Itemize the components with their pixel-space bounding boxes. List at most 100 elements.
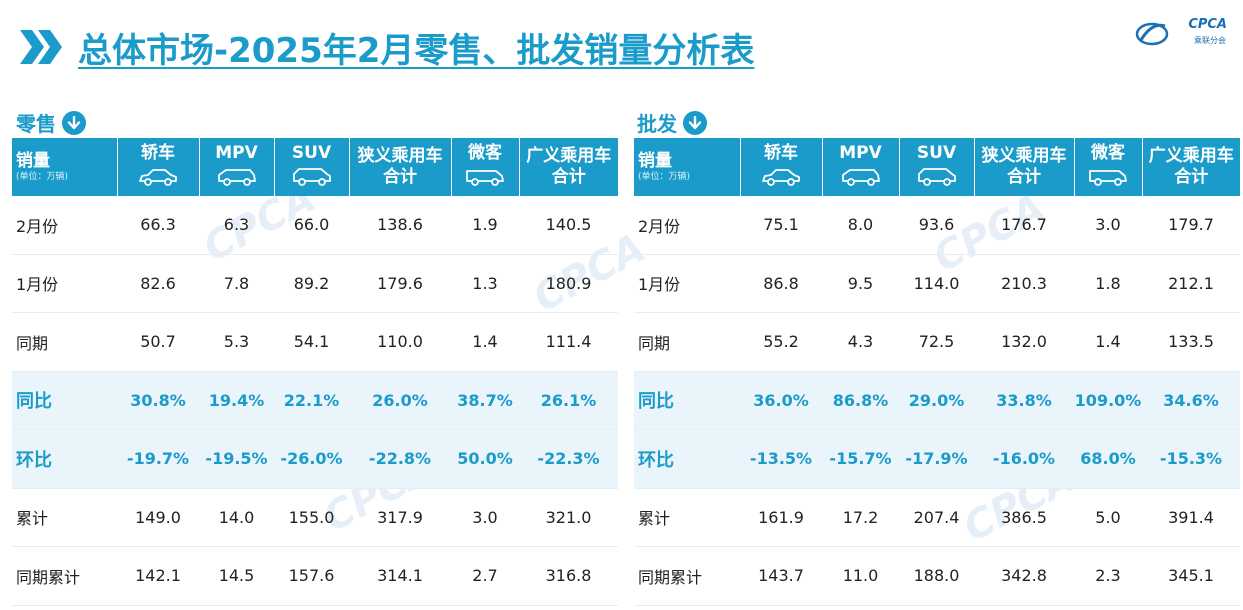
table-cell: 72.5 [899, 312, 974, 372]
header-label: 轿车 [141, 142, 175, 163]
table-cell: 50.7 [117, 312, 199, 372]
table-cell: 180.9 [519, 254, 618, 313]
header-label: 狭义乘用车 合计 [357, 146, 443, 187]
table-row: 2月份 66.3 6.3 66.0 138.6 1.9 140.5 [12, 196, 618, 255]
row-label: 累计 [12, 488, 117, 547]
row-label: 同比 [634, 371, 740, 430]
table-cell: 1.4 [451, 312, 519, 372]
table-cell: -19.5% [199, 429, 274, 489]
row-label: 2月份 [12, 196, 117, 255]
table-cell: 212.1 [1142, 254, 1240, 313]
table-cell: 5.0 [1074, 488, 1142, 547]
header-cell: 广义乘用车 合计 [519, 138, 618, 196]
row-label: 环比 [12, 429, 117, 489]
table-cell: -22.3% [519, 429, 618, 489]
table-cell: 109.0% [1074, 371, 1142, 430]
page-title: 总体市场-2025年2月零售、批发销量分析表 [78, 30, 755, 71]
header-cell-sales: 销量 (单位：万辆) [12, 138, 118, 196]
table-cell: 188.0 [899, 546, 974, 606]
table-cell: 314.1 [349, 546, 451, 606]
header-unit-label: (单位：万辆) [16, 172, 69, 182]
table-cell: 14.5 [199, 546, 274, 606]
row-label: 同期 [12, 312, 117, 372]
header-cell: MPV [822, 138, 900, 196]
table-cell: 179.7 [1142, 196, 1240, 255]
header-label: 轿车 [764, 142, 798, 163]
table-row: 同期累计 143.7 11.0 188.0 342.8 2.3 345.1 [634, 546, 1240, 606]
table-cell: 68.0% [1074, 429, 1142, 489]
table-cell: -15.7% [822, 429, 899, 489]
table-row: 环比 -13.5% -15.7% -17.9% -16.0% 68.0% -15.3% [634, 429, 1240, 489]
table-cell: 54.1 [274, 312, 349, 372]
header-cell: SUV [274, 138, 350, 196]
table-cell: 3.0 [451, 488, 519, 547]
table-cell: 176.7 [974, 196, 1074, 255]
row-label: 1月份 [12, 254, 117, 313]
table-cell: 26.1% [519, 371, 618, 430]
double-chevron-icon [20, 30, 64, 64]
header-cell: 微客 [451, 138, 520, 196]
table-cell: 38.7% [451, 371, 519, 430]
table-row: 同比 30.8% 19.4% 22.1% 26.0% 38.7% 26.1% [12, 371, 618, 430]
table-cell: 2.7 [451, 546, 519, 606]
table-cell: 5.3 [199, 312, 274, 372]
table-cell: 3.0 [1074, 196, 1142, 255]
table-row: 环比 -19.7% -19.5% -26.0% -22.8% 50.0% -22.3% [12, 429, 618, 489]
cpca-logo-icon [1135, 22, 1169, 46]
table-cell: 316.8 [519, 546, 618, 606]
table-cell: 114.0 [899, 254, 974, 313]
table-cell: 50.0% [451, 429, 519, 489]
table-row: 1月份 86.8 9.5 114.0 210.3 1.8 212.1 [634, 254, 1240, 313]
header-label: SUV [291, 142, 332, 163]
header-cell: 狭义乘用车 合计 [349, 138, 452, 196]
logo-text: CPCA [1188, 17, 1227, 32]
header-cell: SUV [899, 138, 975, 196]
table-cell: 143.7 [740, 546, 822, 606]
table-cell: 138.6 [349, 196, 451, 255]
table-cell: -15.3% [1142, 429, 1240, 489]
row-label: 同期累计 [12, 546, 117, 606]
table-row: 同期 55.2 4.3 72.5 132.0 1.4 133.5 [634, 312, 1240, 372]
table-cell: 75.1 [740, 196, 822, 255]
table-cell: 321.0 [519, 488, 618, 547]
table-cell: 110.0 [349, 312, 451, 372]
header-label: MPV [215, 142, 258, 163]
minivan-icon [1075, 167, 1142, 192]
header-sales-label: 销量 [16, 151, 50, 171]
retail-section-label: 零售 [16, 108, 86, 137]
table-cell: 386.5 [974, 488, 1074, 547]
table-cell: 142.1 [117, 546, 199, 606]
header-label: 微客 [1091, 142, 1125, 163]
header-label: 微客 [468, 142, 502, 163]
table-cell: 133.5 [1142, 312, 1240, 372]
table-row: 2月份 75.1 8.0 93.6 176.7 3.0 179.7 [634, 196, 1240, 255]
table-cell: 1.3 [451, 254, 519, 313]
header-unit-label: (单位：万辆) [638, 172, 691, 182]
row-label: 同期累计 [634, 546, 740, 606]
mpv-icon [200, 167, 274, 192]
table-cell: 342.8 [974, 546, 1074, 606]
table-cell: 1.8 [1074, 254, 1142, 313]
table-row: 累计 161.9 17.2 207.4 386.5 5.0 391.4 [634, 488, 1240, 547]
table-cell: 26.0% [349, 371, 451, 430]
table-cell: 1.4 [1074, 312, 1142, 372]
table-cell: 11.0 [822, 546, 899, 606]
table-cell: 179.6 [349, 254, 451, 313]
table-cell: 317.9 [349, 488, 451, 547]
header-cell: 微客 [1074, 138, 1143, 196]
table-cell: 111.4 [519, 312, 618, 372]
table-row: 累计 149.0 14.0 155.0 317.9 3.0 321.0 [12, 488, 618, 547]
table-row: 同期累计 142.1 14.5 157.6 314.1 2.7 316.8 [12, 546, 618, 606]
row-label: 环比 [634, 429, 740, 489]
table-cell: 17.2 [822, 488, 899, 547]
header-label: 广义乘用车 合计 [526, 146, 612, 187]
wholesale-label: 批发 [637, 112, 677, 136]
table-cell: 30.8% [117, 371, 199, 430]
table-cell: 4.3 [822, 312, 899, 372]
arrow-down-icon [683, 110, 707, 135]
table-cell: 391.4 [1142, 488, 1240, 547]
table-cell: 132.0 [974, 312, 1074, 372]
table-cell: 29.0% [899, 371, 974, 430]
table-cell: 140.5 [519, 196, 618, 255]
table-cell: 157.6 [274, 546, 349, 606]
